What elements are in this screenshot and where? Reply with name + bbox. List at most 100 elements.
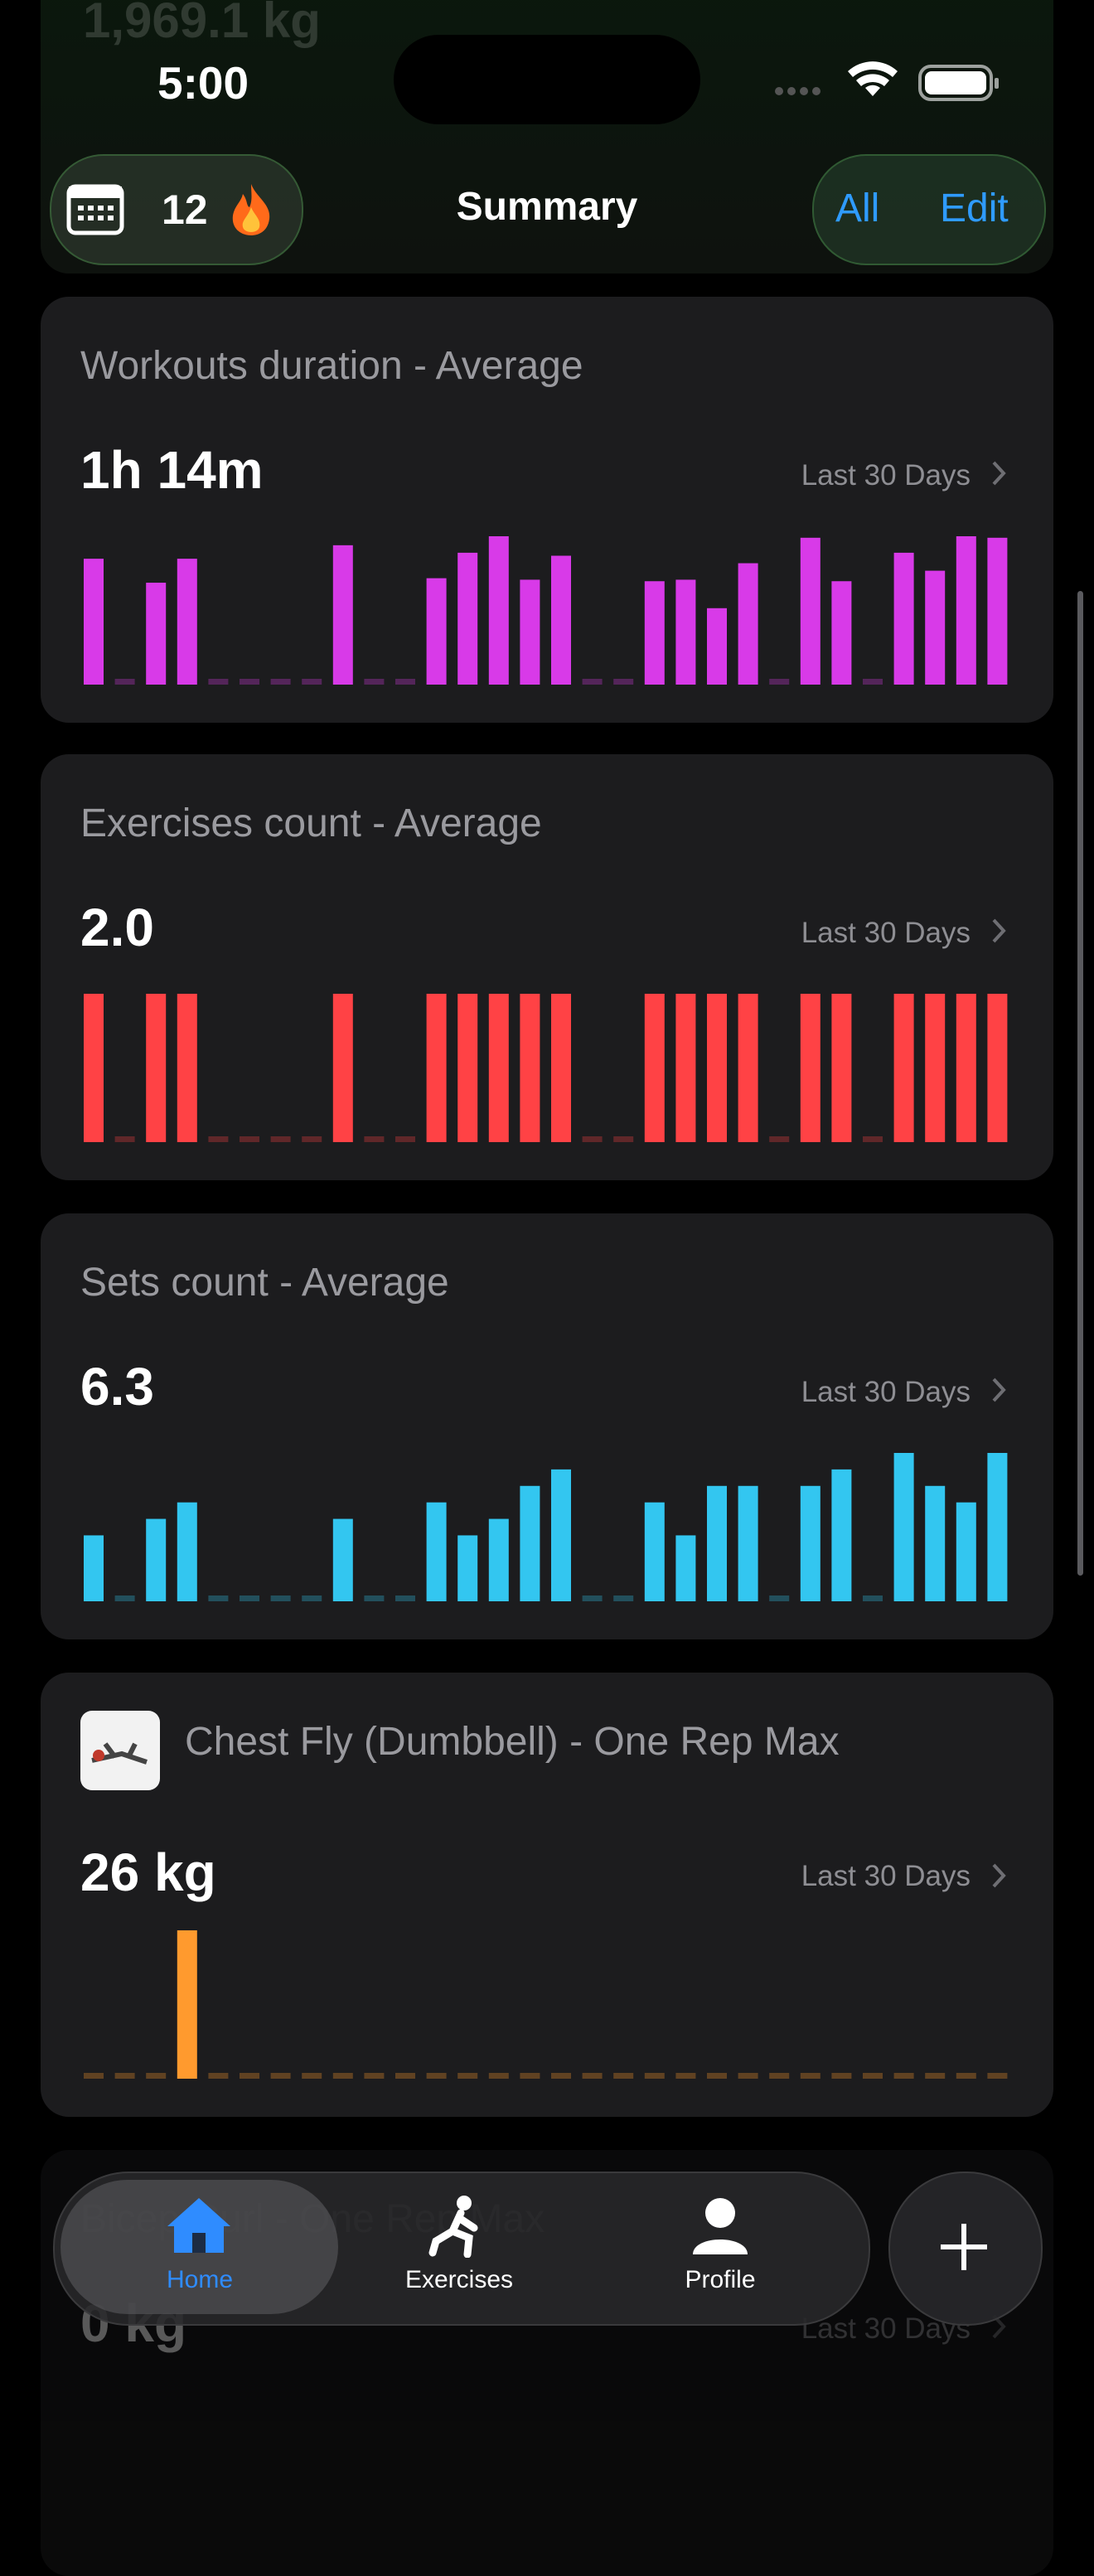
bar — [332, 994, 353, 1142]
card: Chest Fly (Dumbbell) - One Rep Max 26 kg L… — [41, 1673, 1053, 2117]
thumb-bg — [80, 1711, 160, 1790]
empty-bar — [395, 1136, 415, 1142]
scrollbar — [1077, 591, 1083, 1576]
empty-bar — [488, 2073, 509, 2079]
bar — [800, 537, 820, 685]
empty-bar — [520, 2073, 540, 2079]
tab-home[interactable]: Home — [166, 2266, 234, 2293]
bar — [146, 583, 167, 685]
empty-bar — [240, 1136, 259, 1142]
card-value: 26 kg — [80, 1842, 216, 1902]
bar — [488, 994, 509, 1142]
dynamic-island — [394, 35, 700, 124]
empty-bar — [208, 2073, 229, 2079]
bar — [893, 1453, 914, 1601]
empty-bar — [769, 679, 790, 685]
card-value: 2.0 — [80, 898, 154, 957]
empty-bar — [769, 1136, 790, 1142]
card: Workouts duration - Average 1h 14m Last 30… — [41, 297, 1053, 723]
edit-button[interactable]: Edit — [940, 186, 1009, 230]
card-range: Last 30 Days — [801, 1376, 971, 1408]
bar — [925, 570, 946, 685]
bar — [987, 994, 1008, 1142]
bar-chart — [84, 1930, 1008, 2079]
empty-bar — [582, 1595, 603, 1601]
fire-icon — [232, 184, 270, 235]
bar — [177, 1930, 197, 2079]
bar — [84, 559, 104, 685]
chevron — [992, 918, 1006, 943]
empty-bar — [582, 1136, 603, 1142]
empty-bar — [863, 1136, 883, 1142]
empty-bar — [613, 679, 634, 685]
bar — [956, 536, 976, 685]
empty-bar — [800, 2073, 820, 2079]
all-button[interactable]: All — [835, 186, 880, 230]
bar — [893, 552, 914, 685]
bar — [675, 1535, 696, 1601]
empty-bar — [240, 2073, 259, 2079]
card: Exercises count - Average 2.0 Last 30 Days — [41, 754, 1053, 1180]
bar — [925, 1485, 946, 1601]
empty-bar — [863, 2073, 883, 2079]
bar — [800, 1485, 820, 1601]
tab-exercises[interactable]: Exercises — [404, 2266, 514, 2293]
card: Sets count - Average 6.3 Last 30 Days — [41, 1213, 1053, 1639]
empty-bar — [364, 1136, 385, 1142]
card-range: Last 30 Days — [801, 459, 971, 491]
empty-bar — [270, 1595, 291, 1601]
card-title: Workouts duration - Average — [80, 344, 583, 388]
empty-bar — [208, 679, 229, 685]
chevron — [992, 1863, 1006, 1888]
empty-bar — [84, 2073, 104, 2079]
empty-bar — [675, 2073, 696, 2079]
card-range: Last 30 Days — [801, 1860, 971, 1892]
bar — [675, 579, 696, 685]
tab-profile[interactable]: Profile — [685, 2266, 756, 2293]
bar — [520, 1485, 540, 1601]
bar — [893, 994, 914, 1142]
streak-count: 12 — [162, 186, 208, 233]
bar — [675, 994, 696, 1142]
empty-bar — [831, 2073, 852, 2079]
status-time: 5:00 — [157, 57, 249, 109]
empty-bar — [302, 1136, 322, 1142]
behind-value: 1,969.1 kg — [83, 0, 321, 48]
bar — [332, 545, 353, 685]
empty-bar — [395, 679, 415, 685]
card-range: Last 30 Days — [801, 917, 971, 949]
empty-bar — [270, 1136, 291, 1142]
profile-icon — [693, 2198, 748, 2254]
bar — [457, 1535, 478, 1601]
empty-bar — [364, 2073, 385, 2079]
empty-bar — [114, 1595, 135, 1601]
empty-bar — [114, 1136, 135, 1142]
bar — [426, 1502, 447, 1601]
empty-bar — [364, 1595, 385, 1601]
bar — [177, 1502, 197, 1601]
bar — [644, 1502, 665, 1601]
header-title: Summary — [456, 185, 638, 229]
bar — [707, 994, 727, 1142]
bar — [177, 994, 197, 1142]
bar — [84, 1535, 104, 1601]
empty-bar — [302, 679, 322, 685]
bar — [831, 994, 852, 1142]
exercise-thumbnail — [80, 1711, 160, 1790]
empty-bar — [769, 2073, 790, 2079]
bar-chart — [84, 536, 1008, 685]
bar-chart — [84, 994, 1008, 1142]
empty-bar — [613, 1595, 634, 1601]
empty-bar — [644, 2073, 665, 2079]
empty-bar — [613, 2073, 634, 2079]
exercises-icon — [428, 2196, 478, 2258]
bar — [551, 555, 571, 685]
empty-bar — [302, 2073, 322, 2079]
chevron-path — [992, 1378, 1006, 1402]
thumb-head — [93, 1750, 104, 1761]
bar — [831, 581, 852, 685]
bar — [426, 994, 447, 1142]
card-title: Sets count - Average — [80, 1261, 449, 1305]
bar — [644, 994, 665, 1142]
bar — [987, 1453, 1008, 1601]
